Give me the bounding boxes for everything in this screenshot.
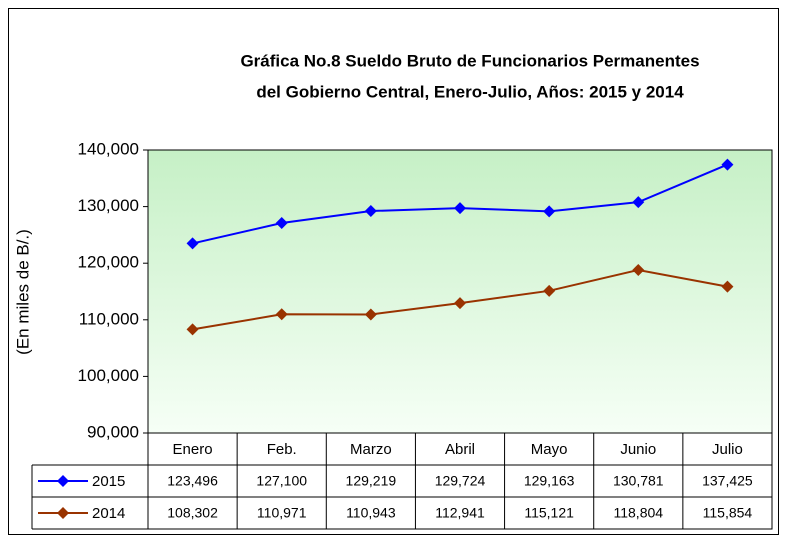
marker — [721, 280, 734, 293]
marker — [186, 323, 199, 336]
marker — [364, 308, 377, 321]
marker — [186, 237, 199, 250]
data-table-value: 108,302 — [167, 505, 218, 521]
data-table-value: 118,804 — [613, 505, 663, 521]
y-tick-label: 120,000 — [78, 253, 139, 272]
x-tick-label: Marzo — [350, 441, 392, 458]
marker — [364, 205, 377, 218]
chart-title: Gráfica No.8 Sueldo Bruto de Funcionario… — [240, 51, 699, 70]
data-table-border — [147, 432, 773, 530]
y-tick-label: 140,000 — [78, 139, 139, 158]
data-table-value: 115,854 — [703, 505, 753, 521]
data-table-value: 130,781 — [613, 473, 664, 489]
marker — [632, 263, 645, 276]
marker — [454, 297, 466, 310]
data-table-value: 110,971 — [257, 505, 307, 521]
legend-marker — [57, 475, 69, 487]
y-tick-label: 90,000 — [87, 422, 139, 441]
x-tick-label: Enero — [173, 441, 213, 458]
x-tick-label: Julio — [712, 441, 743, 458]
data-table-value: 129,724 — [435, 473, 486, 489]
y-tick-label: 100,000 — [78, 366, 139, 385]
marker — [454, 202, 466, 215]
marker — [632, 196, 645, 209]
legend-label: 2014 — [92, 505, 125, 522]
marker — [543, 284, 556, 297]
x-tick-label: Mayo — [531, 441, 568, 458]
x-tick-label: Feb. — [267, 441, 297, 458]
data-table-value: 129,163 — [524, 473, 575, 489]
legend-label: 2015 — [92, 473, 125, 490]
marker — [721, 158, 734, 171]
y-tick-label: 130,000 — [78, 196, 139, 215]
data-table-value: 127,100 — [256, 473, 307, 489]
marker — [275, 308, 288, 321]
marker — [275, 217, 288, 230]
legend-marker — [57, 507, 69, 519]
chart-title: del Gobierno Central, Enero-Julio, Años:… — [256, 82, 684, 101]
data-table-value: 115,121 — [524, 505, 574, 521]
data-table-value: 110,943 — [346, 505, 396, 521]
plot-area — [147, 149, 773, 434]
x-tick-label: Junio — [620, 441, 656, 458]
marker — [543, 205, 556, 218]
y-tick-label: 110,000 — [79, 309, 139, 328]
data-table-value: 129,219 — [346, 473, 397, 489]
x-tick-label: Abril — [445, 441, 475, 458]
y-axis-label: (En miles de B/.) — [13, 229, 32, 355]
data-table-value: 112,941 — [435, 505, 485, 521]
data-table-value: 137,425 — [702, 473, 753, 489]
data-table-value: 123,496 — [167, 473, 218, 489]
